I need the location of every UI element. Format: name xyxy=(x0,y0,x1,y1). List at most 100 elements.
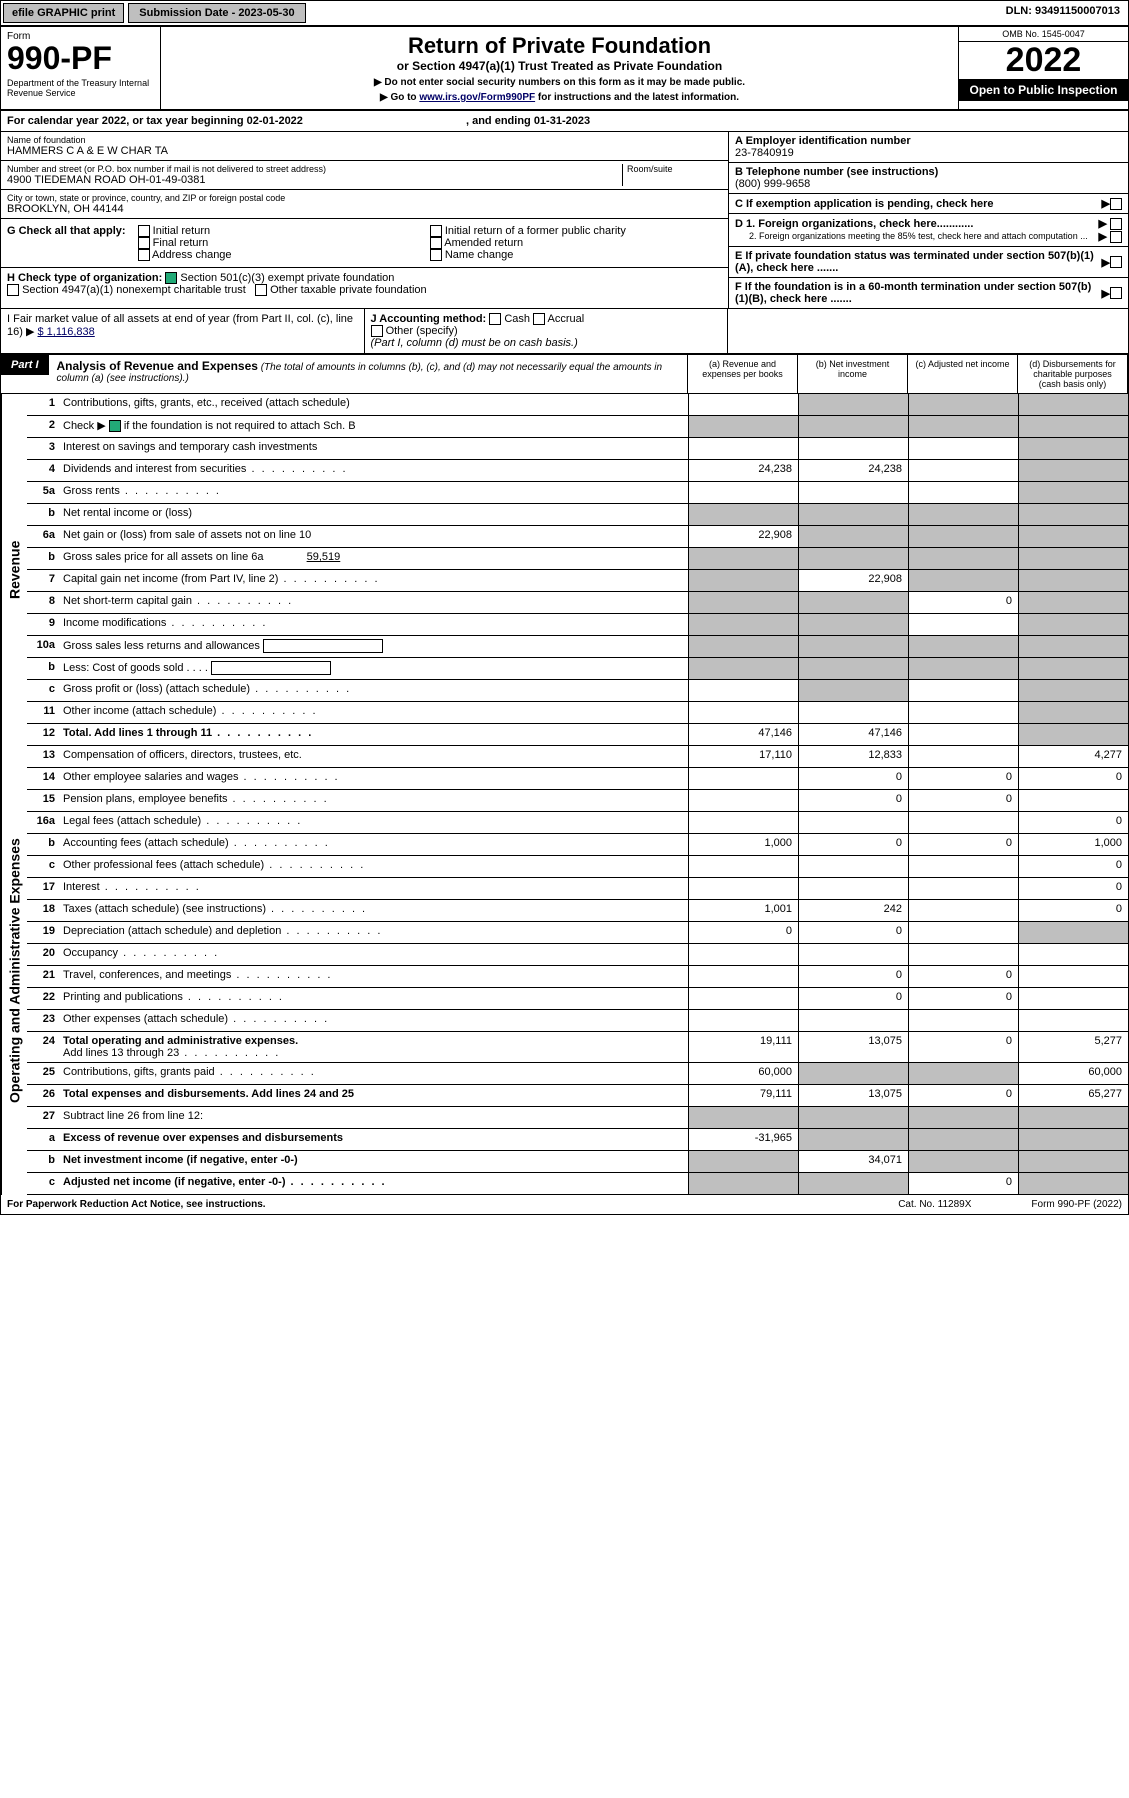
arrow-icon: ▶ xyxy=(1102,197,1110,210)
c-cell: C If exemption application is pending, c… xyxy=(729,194,1128,214)
line-3: 3Interest on savings and temporary cash … xyxy=(27,438,1128,460)
line-16c: cOther professional fees (attach schedul… xyxy=(27,856,1128,878)
dln: DLN: 93491150007013 xyxy=(998,1,1128,25)
line-22: 22Printing and publications00 xyxy=(27,988,1128,1010)
line-4: 4Dividends and interest from securities2… xyxy=(27,460,1128,482)
line-13: 13Compensation of officers, directors, t… xyxy=(27,746,1128,768)
goto-note: ▶ Go to www.irs.gov/Form990PF for instru… xyxy=(167,92,952,103)
line-16b: bAccounting fees (attach schedule)1,0000… xyxy=(27,834,1128,856)
column-headers: (a) Revenue and expenses per books (b) N… xyxy=(687,355,1128,393)
line-10b: bLess: Cost of goods sold . . . . xyxy=(27,658,1128,680)
line-6a: 6aNet gain or (loss) from sale of assets… xyxy=(27,526,1128,548)
revenue-side-label: Revenue xyxy=(1,394,27,746)
checkbox-other-tax[interactable] xyxy=(255,284,267,296)
checkbox-e[interactable] xyxy=(1110,256,1122,268)
checkbox-namechange[interactable] xyxy=(430,249,442,261)
calendar-year-line: For calendar year 2022, or tax year begi… xyxy=(1,111,1128,132)
form-title: Return of Private Foundation xyxy=(167,33,952,59)
checkbox-other[interactable] xyxy=(371,325,383,337)
checkbox-c[interactable] xyxy=(1110,198,1122,210)
omb-number: OMB No. 1545-0047 xyxy=(959,27,1128,42)
checkbox-d2[interactable] xyxy=(1110,231,1122,243)
line-18: 18Taxes (attach schedule) (see instructi… xyxy=(27,900,1128,922)
line-24: 24Total operating and administrative exp… xyxy=(27,1032,1128,1063)
cat-no: Cat. No. 11289X xyxy=(898,1199,971,1210)
line-16a: 16aLegal fees (attach schedule)0 xyxy=(27,812,1128,834)
col-c-hdr: (c) Adjusted net income xyxy=(908,355,1018,393)
line-9: 9Income modifications xyxy=(27,614,1128,636)
foundation-name-cell: Name of foundation HAMMERS C A & E W CHA… xyxy=(1,132,728,161)
line-15: 15Pension plans, employee benefits00 xyxy=(27,790,1128,812)
section-g: G Check all that apply: Initial return F… xyxy=(1,219,728,268)
pra-notice: For Paperwork Reduction Act Notice, see … xyxy=(7,1199,898,1210)
line-20: 20Occupancy xyxy=(27,944,1128,966)
checkbox-f[interactable] xyxy=(1110,287,1122,299)
line-11: 11Other income (attach schedule) xyxy=(27,702,1128,724)
checkbox-initial-former[interactable] xyxy=(430,225,442,237)
d-cell: D 1. Foreign organizations, check here..… xyxy=(729,214,1128,247)
col-a-hdr: (a) Revenue and expenses per books xyxy=(688,355,798,393)
tax-year: 2022 xyxy=(959,42,1128,79)
line-2: 2Check ▶ if the foundation is not requir… xyxy=(27,416,1128,438)
ein-cell: A Employer identification number23-78409… xyxy=(729,132,1128,163)
line-21: 21Travel, conferences, and meetings00 xyxy=(27,966,1128,988)
line-7: 7Capital gain net income (from Part IV, … xyxy=(27,570,1128,592)
checkbox-initial[interactable] xyxy=(138,225,150,237)
address-cell: Number and street (or P.O. box number if… xyxy=(1,161,728,190)
line-23: 23Other expenses (attach schedule) xyxy=(27,1010,1128,1032)
checkbox-final[interactable] xyxy=(138,237,150,249)
part1-header: Part I Analysis of Revenue and Expenses … xyxy=(1,355,1128,394)
line-5a: 5aGross rents xyxy=(27,482,1128,504)
info-block: Name of foundation HAMMERS C A & E W CHA… xyxy=(1,132,1128,309)
checkbox-amended[interactable] xyxy=(430,237,442,249)
line-27c: cAdjusted net income (if negative, enter… xyxy=(27,1173,1128,1195)
efile-print-button[interactable]: efile GRAPHIC print xyxy=(3,3,124,23)
f-cell: F If the foundation is in a 60-month ter… xyxy=(729,278,1128,308)
line-17: 17Interest0 xyxy=(27,878,1128,900)
irs-link[interactable]: www.irs.gov/Form990PF xyxy=(419,92,535,103)
checkbox-accrual[interactable] xyxy=(533,313,545,325)
revenue-table: Revenue 1Contributions, gifts, grants, e… xyxy=(1,394,1128,746)
line-12: 12Total. Add lines 1 through 1147,14647,… xyxy=(27,724,1128,746)
line-26: 26Total expenses and disbursements. Add … xyxy=(27,1085,1128,1107)
section-h: H Check type of organization: Section 50… xyxy=(1,268,728,300)
city-cell: City or town, state or province, country… xyxy=(1,190,728,219)
line-1: 1Contributions, gifts, grants, etc., rec… xyxy=(27,394,1128,416)
line-14: 14Other employee salaries and wages000 xyxy=(27,768,1128,790)
section-ij: I Fair market value of all assets at end… xyxy=(1,309,1128,355)
checkbox-schb[interactable] xyxy=(109,420,121,432)
part-tag: Part I xyxy=(1,355,49,375)
line-10c: cGross profit or (loss) (attach schedule… xyxy=(27,680,1128,702)
line-10a: 10aGross sales less returns and allowanc… xyxy=(27,636,1128,658)
form-page: efile GRAPHIC print Submission Date - 20… xyxy=(0,0,1129,1215)
line-27: 27Subtract line 26 from line 12: xyxy=(27,1107,1128,1129)
form-ref: Form 990-PF (2022) xyxy=(1031,1199,1122,1210)
checkbox-501c3[interactable] xyxy=(165,272,177,284)
line-25: 25Contributions, gifts, grants paid60,00… xyxy=(27,1063,1128,1085)
line-5b: bNet rental income or (loss) xyxy=(27,504,1128,526)
expenses-side-label: Operating and Administrative Expenses xyxy=(1,746,27,1195)
ssn-note: ▶ Do not enter social security numbers o… xyxy=(167,77,952,88)
form-header: Form 990-PF Department of the Treasury I… xyxy=(1,27,1128,111)
line-27b: bNet investment income (if negative, ent… xyxy=(27,1151,1128,1173)
dept-label: Department of the Treasury Internal Reve… xyxy=(7,78,154,98)
form-subtitle: or Section 4947(a)(1) Trust Treated as P… xyxy=(167,59,952,73)
line-27a: aExcess of revenue over expenses and dis… xyxy=(27,1129,1128,1151)
footer: For Paperwork Reduction Act Notice, see … xyxy=(1,1195,1128,1214)
col-d-hdr: (d) Disbursements for charitable purpose… xyxy=(1018,355,1128,393)
topbar: efile GRAPHIC print Submission Date - 20… xyxy=(1,1,1128,27)
checkbox-d1[interactable] xyxy=(1110,218,1122,230)
checkbox-4947[interactable] xyxy=(7,284,19,296)
form-number: 990-PF xyxy=(7,42,154,74)
col-b-hdr: (b) Net investment income xyxy=(798,355,908,393)
submission-date: Submission Date - 2023-05-30 xyxy=(128,3,305,23)
checkbox-address[interactable] xyxy=(138,249,150,261)
e-cell: E If private foundation status was termi… xyxy=(729,247,1128,278)
line-8: 8Net short-term capital gain0 xyxy=(27,592,1128,614)
expenses-table: Operating and Administrative Expenses 13… xyxy=(1,746,1128,1195)
line-6b: bGross sales price for all assets on lin… xyxy=(27,548,1128,570)
open-inspection: Open to Public Inspection xyxy=(959,79,1128,101)
checkbox-cash[interactable] xyxy=(489,313,501,325)
line-19: 19Depreciation (attach schedule) and dep… xyxy=(27,922,1128,944)
fmv-link[interactable]: $ 1,116,838 xyxy=(37,326,94,338)
